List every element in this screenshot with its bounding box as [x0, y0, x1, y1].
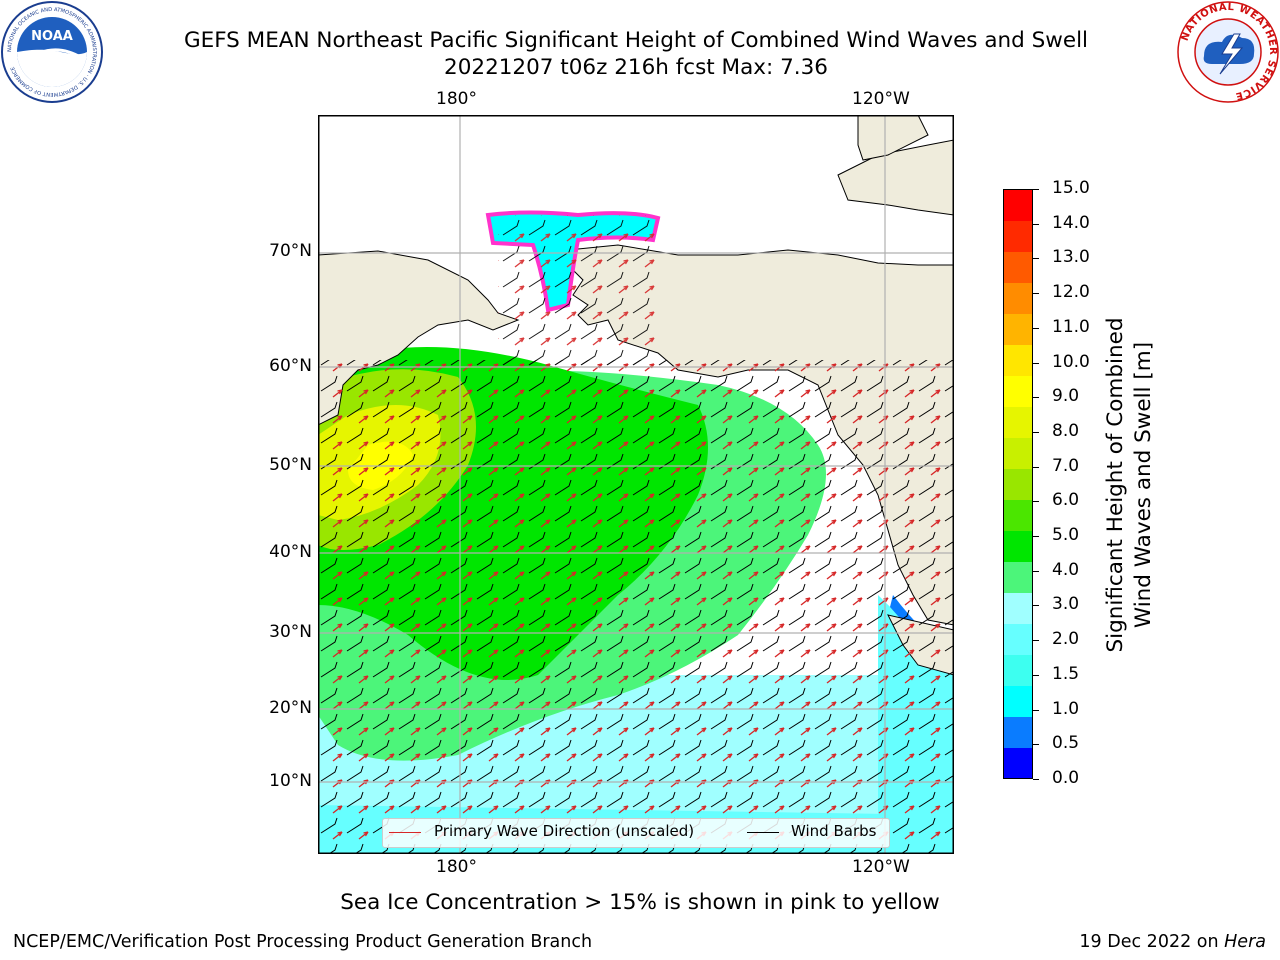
colorbar-tick-mark: [1033, 605, 1039, 607]
colorbar-segment: [1004, 190, 1032, 222]
colorbar-tick-label: 7.0: [1052, 455, 1080, 476]
footer-host: Hera: [1224, 932, 1266, 952]
legend-wave-direction-swatch: [389, 832, 421, 833]
colorbar-tick-mark: [1033, 536, 1039, 538]
colorbar-segment: [1004, 716, 1032, 748]
chart-subtitle: 20221207 t06z 216h fcst Max: 7.36: [444, 55, 828, 80]
colorbar: [1003, 189, 1033, 779]
colorbar-tick-label: 6.0: [1052, 490, 1080, 511]
colorbar-segment: [1004, 530, 1032, 562]
colorbar-segment: [1004, 313, 1032, 346]
colorbar-tick-mark: [1033, 674, 1039, 676]
colorbar-tick-label: 2.0: [1052, 629, 1080, 650]
lat-label-30n: 30°N: [269, 622, 312, 642]
lon-label-top-120w: 120°W: [852, 89, 910, 109]
lat-label-60n: 60°N: [269, 356, 312, 376]
lon-label-bottom-120w: 120°W: [852, 857, 910, 877]
colorbar-segment: [1004, 282, 1032, 315]
legend-wind-barbs-label: Wind Barbs: [791, 822, 877, 840]
colorbar-tick-label: 15.0: [1052, 178, 1090, 198]
colorbar-tick-mark: [1033, 293, 1039, 295]
colorbar-tick-mark: [1033, 327, 1039, 329]
colorbar-tick-label: 11.0: [1052, 316, 1090, 337]
footer-date-text: 19 Dec 2022 on: [1079, 932, 1225, 952]
svg-text:NOAA: NOAA: [31, 29, 73, 44]
footer-date: 19 Dec 2022 on Hera: [1079, 932, 1266, 952]
wind-barbs-and-wave-arrows: [318, 360, 954, 854]
colorbar-segment: [1004, 468, 1032, 500]
colorbar-tick-mark: [1033, 362, 1039, 364]
wind-barbs-arctic: [498, 215, 658, 365]
colorbar-tick-mark: [1033, 397, 1039, 399]
colorbar-segment: [1004, 623, 1032, 655]
colorbar-tick-label: 9.0: [1052, 386, 1080, 407]
colorbar-tick-mark: [1033, 779, 1039, 780]
colorbar-tick-mark: [1033, 640, 1039, 642]
graticule: [318, 115, 954, 854]
lat-label-50n: 50°N: [269, 455, 312, 475]
colorbar-tick-label: 1.0: [1052, 698, 1080, 719]
colorbar-tick-label: 0.0: [1052, 768, 1080, 788]
colorbar-segment: [1004, 406, 1032, 439]
footer-branch: NCEP/EMC/Verification Post Processing Pr…: [13, 932, 593, 952]
colorbar-tick-mark: [1033, 431, 1039, 433]
colorbar-segment: [1004, 561, 1032, 593]
map-legend: Primary Wave Direction (unscaled) Wind B…: [382, 818, 890, 848]
colorbar-segment: [1004, 685, 1032, 717]
colorbar-segment: [1004, 654, 1032, 686]
map-panel: [318, 115, 954, 854]
colorbar-title-line2: Wind Waves and Swell [m]: [1131, 341, 1156, 629]
chart-title: GEFS MEAN Northeast Pacific Significant …: [183, 28, 1089, 53]
nws-logo: NATIONAL WEATHER SERVICE: [1177, 1, 1279, 103]
colorbar-tick-label: 8.0: [1052, 420, 1080, 441]
colorbar-segment: [1004, 375, 1032, 408]
sea-ice-caption: Sea Ice Concentration > 15% is shown in …: [340, 890, 940, 915]
colorbar-segment: [1004, 499, 1032, 531]
colorbar-segment: [1004, 251, 1032, 284]
colorbar-segment: [1004, 437, 1032, 470]
lat-label-20n: 20°N: [269, 698, 312, 718]
colorbar-tick-mark: [1033, 744, 1039, 746]
colorbar-tick-label: 14.0: [1052, 212, 1090, 233]
colorbar-segment: [1004, 747, 1032, 779]
lat-label-10n: 10°N: [269, 771, 312, 791]
colorbar-segment: [1004, 592, 1032, 624]
colorbar-tick-label: 3.0: [1052, 594, 1080, 615]
colorbar-tick-mark: [1033, 258, 1039, 260]
lat-label-70n: 70°N: [269, 241, 312, 261]
colorbar-tick-mark: [1033, 501, 1039, 503]
colorbar-tick-label: 13.0: [1052, 247, 1090, 268]
colorbar-tick-label: 5.0: [1052, 525, 1080, 546]
colorbar-tick-label: 12.0: [1052, 282, 1090, 303]
colorbar-tick-mark: [1033, 189, 1039, 190]
lat-label-40n: 40°N: [269, 542, 312, 562]
land-arctic-north: [857, 115, 929, 161]
noaa-logo: NOAA NATIONAL OCEANIC AND ATMOSPHERIC AD…: [1, 1, 103, 103]
colorbar-tick-label: 4.0: [1052, 559, 1080, 580]
colorbar-tick-label: 0.5: [1052, 733, 1080, 754]
lon-label-bottom-180: 180°: [436, 857, 477, 877]
colorbar-tick-mark: [1033, 223, 1039, 225]
legend-wind-barbs-swatch: [747, 832, 779, 833]
lon-label-top-180: 180°: [436, 89, 477, 109]
legend-wave-direction-label: Primary Wave Direction (unscaled): [434, 822, 695, 840]
colorbar-segment: [1004, 220, 1032, 253]
map-frame: [318, 115, 954, 854]
colorbar-tick-mark: [1033, 466, 1039, 468]
colorbar-tick-label: 1.5: [1052, 663, 1080, 684]
colorbar-title-line1: Significant Height of Combined: [1103, 317, 1128, 653]
colorbar-tick-label: 10.0: [1052, 351, 1090, 372]
colorbar-tick-mark: [1033, 709, 1039, 711]
colorbar-tick-mark: [1033, 570, 1039, 572]
colorbar-segment: [1004, 344, 1032, 377]
